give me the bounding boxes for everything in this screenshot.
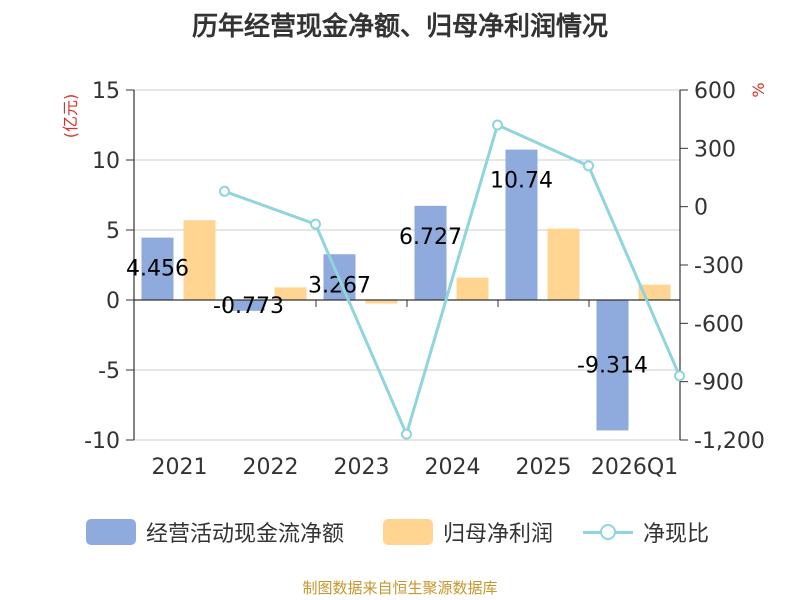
data-source-note: 制图数据来自恒生聚源数据库 xyxy=(302,579,498,597)
legend-swatch-bar-orange xyxy=(383,519,433,545)
bar-net-profit xyxy=(456,277,489,300)
x-tick-label: 2026Q1 xyxy=(591,455,678,480)
bar-net-profit xyxy=(274,287,307,300)
legend-label: 经营活动现金流净额 xyxy=(146,522,345,547)
x-tick-label: 2022 xyxy=(243,455,299,480)
right-tick-label: 300 xyxy=(694,137,736,162)
bar-net-profit xyxy=(547,228,580,300)
line-cash-ratio xyxy=(223,122,681,439)
right-tick-label: -1,200 xyxy=(694,429,765,454)
bar-operating-cash-flow xyxy=(596,300,629,431)
bar-data-label: 4.456 xyxy=(126,257,189,282)
left-axis-title: (亿元) xyxy=(61,94,80,139)
line-point-marker xyxy=(674,370,685,382)
line-point-marker xyxy=(583,160,594,172)
bar-data-label: 10.74 xyxy=(490,169,553,194)
legend-item-net-profit[interactable]: 归母净利润 xyxy=(383,516,553,548)
line-point-marker xyxy=(310,218,321,230)
right-tick-label: -900 xyxy=(694,371,744,396)
line-point-marker xyxy=(401,428,412,440)
bar-data-label: 6.727 xyxy=(399,225,462,250)
bar-operating-cash-flow xyxy=(414,205,447,300)
bar-data-label: -0.773 xyxy=(213,294,284,319)
chart-canvas: 15 10 5 0 -5 -10 600 300 0 -300 -600 -900 -1,200 (亿元)… xyxy=(61,79,768,480)
chart-title: 历年经营现金净额、归母净利润情况 xyxy=(191,12,608,42)
right-tick-label: 600 xyxy=(694,79,736,104)
right-tick-label: 0 xyxy=(694,196,708,221)
bar-net-profit xyxy=(365,300,398,304)
legend-swatch-bar-blue xyxy=(86,519,136,545)
line-point-marker xyxy=(219,185,230,197)
legend: 经营活动现金流净额 归母净利润 净现比 xyxy=(0,516,800,556)
x-tick-label: 2021 xyxy=(152,455,208,480)
legend-label: 净现比 xyxy=(643,522,710,547)
right-tick-label: -300 xyxy=(694,254,744,279)
right-tick-label: -600 xyxy=(694,312,744,337)
bar-operating-cash-flow xyxy=(505,149,538,300)
bar-data-label: -9.314 xyxy=(577,353,648,378)
left-tick-label: 10 xyxy=(92,149,120,174)
x-tick-label: 2024 xyxy=(425,455,481,480)
left-tick-label: 0 xyxy=(106,289,120,314)
legend-item-operating-cash-flow[interactable]: 经营活动现金流净额 xyxy=(86,516,344,548)
left-tick-label: 5 xyxy=(106,219,120,244)
left-tick-label: -10 xyxy=(84,429,120,454)
left-tick-label: -5 xyxy=(98,359,120,384)
bar-net-profit xyxy=(183,220,216,300)
line-point-marker xyxy=(492,119,503,131)
bar-operating-cash-flow xyxy=(141,237,174,300)
legend-label: 归母净利润 xyxy=(443,522,554,547)
left-tick-label: 15 xyxy=(92,79,120,104)
right-axis-title: % xyxy=(749,82,768,97)
x-tick-label: 2025 xyxy=(516,455,572,480)
legend-line-marker-icon xyxy=(583,519,633,545)
legend-item-cash-ratio[interactable]: 净现比 xyxy=(583,516,709,548)
bar-operating-cash-flow xyxy=(232,300,265,311)
x-tick-label: 2023 xyxy=(334,455,390,480)
